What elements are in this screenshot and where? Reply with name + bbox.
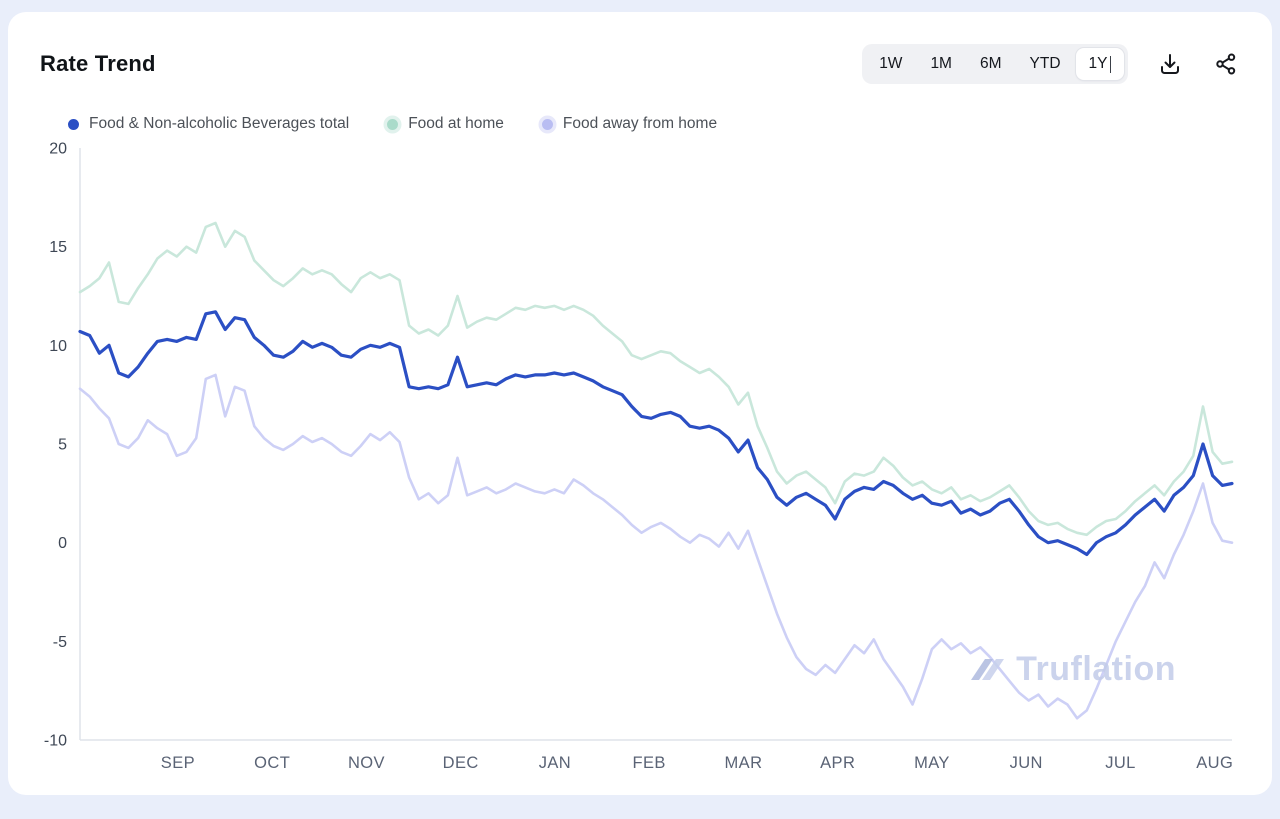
x-tick-label: JAN [539, 754, 571, 772]
download-button[interactable] [1156, 50, 1184, 78]
x-tick-label: AUG [1196, 754, 1233, 772]
legend-dot-total [68, 118, 79, 130]
legend-dot-food-at-home [387, 118, 399, 130]
x-tick-label: JUN [1010, 754, 1043, 772]
x-tick-label: APR [820, 754, 855, 772]
x-tick-label: SEP [161, 754, 195, 772]
y-tick-label: -10 [44, 733, 67, 750]
chart-area: Truflation 20 15 10 5 0 -5 -10 SEP OCT NOV DEC JAN F… [40, 140, 1240, 790]
card-header: Rate Trend 1W 1M 6M YTD 1Y [40, 42, 1240, 86]
y-tick-label: 5 [58, 437, 67, 454]
range-ytd-label: YTD [1029, 55, 1061, 72]
rate-trend-card: Rate Trend 1W 1M 6M YTD 1Y [8, 12, 1272, 795]
range-1w-button[interactable]: 1W [866, 48, 915, 80]
rate-trend-chart: 20 15 10 5 0 -5 -10 SEP OCT NOV DEC JAN FEB MAR APR MAY… [44, 141, 1234, 772]
range-6m-button[interactable]: 6M [967, 48, 1015, 80]
y-tick-label: 10 [49, 338, 67, 355]
x-tick-label: DEC [443, 754, 479, 772]
range-1w-label: 1W [879, 55, 903, 72]
y-tick-label: 15 [49, 239, 67, 256]
series-line-food-non-alcoholic-beverages-total [78, 310, 1234, 557]
range-6m-label: 6M [979, 55, 1002, 72]
y-tick-label: 0 [58, 535, 67, 552]
range-1m-label: 1M [930, 55, 952, 72]
y-tick-label: 20 [49, 141, 67, 158]
range-1m-button[interactable]: 1M [917, 48, 965, 80]
legend-label-total: Food & Non-alcoholic Beverages total [89, 115, 350, 132]
x-tick-label: OCT [254, 754, 290, 772]
legend-item-food-at-home[interactable]: Food at home [387, 115, 504, 133]
range-1y-label: 1Y [1088, 55, 1108, 72]
range-1y-button[interactable]: 1Y [1075, 48, 1124, 80]
x-tick-label: FEB [633, 754, 666, 772]
x-tick-label: MAR [725, 754, 763, 772]
share-button[interactable] [1212, 50, 1240, 78]
legend-label-food-at-home: Food at home [408, 115, 504, 132]
x-tick-label: JUL [1105, 754, 1136, 772]
download-icon [1161, 54, 1179, 74]
series-line-food-at-home [78, 221, 1234, 537]
y-tick-label: -5 [53, 634, 67, 651]
range-ytd-button[interactable]: YTD [1017, 48, 1074, 80]
x-tick-label: NOV [348, 754, 385, 772]
share-icon [1216, 53, 1236, 75]
legend-label-food-away: Food away from home [562, 115, 718, 132]
x-tick-label: MAY [914, 754, 950, 772]
text-caret [1109, 55, 1111, 73]
legend-dot-food-away [541, 118, 553, 130]
header-controls: 1W 1M 6M YTD 1Y [862, 44, 1240, 84]
legend-item-total[interactable]: Food & Non-alcoholic Beverages total [68, 115, 349, 133]
series-line-food-away-from-home [78, 373, 1234, 720]
legend-item-food-away[interactable]: Food away from home [541, 115, 718, 133]
chart-legend: Food & Non-alcoholic Beverages total Foo… [68, 112, 1240, 136]
time-range-selector: 1W 1M 6M YTD 1Y [862, 44, 1128, 84]
page-title: Rate Trend [40, 51, 156, 76]
